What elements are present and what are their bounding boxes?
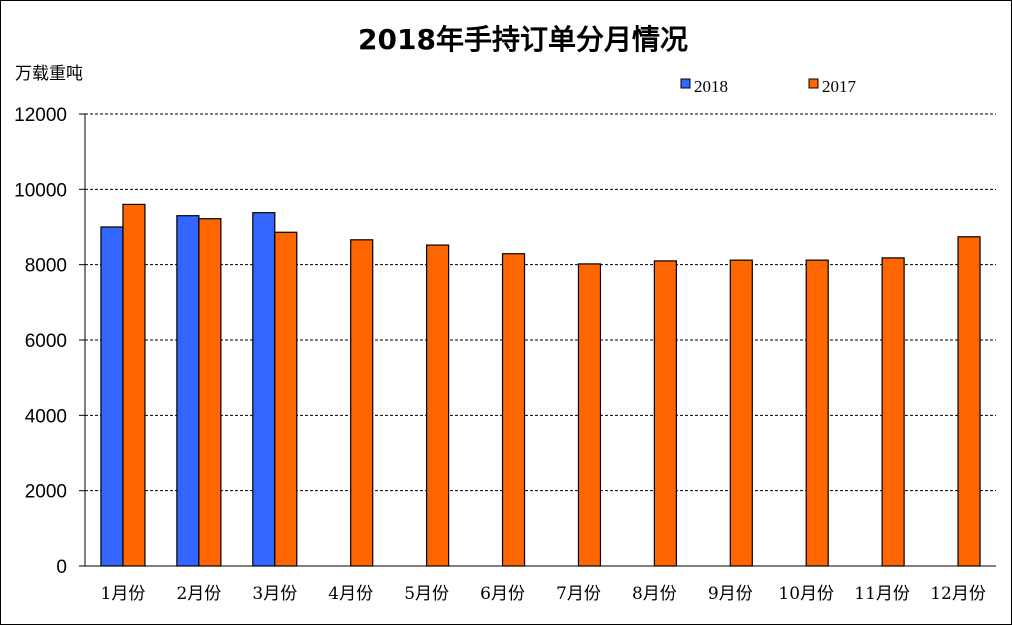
legend-swatch-2018	[680, 78, 691, 89]
axes	[84, 114, 996, 567]
y-axis-ticks: 0 2000 4000 6000 8000 10000 12000	[14, 105, 85, 578]
x-tick-label: 1月份	[101, 584, 146, 604]
gridlines	[85, 113, 996, 492]
legend-label-2017: 2017	[822, 77, 857, 96]
bar-2017-8月份	[653, 260, 677, 567]
legend: 2018 2017	[680, 77, 857, 96]
bar-2017-6月份	[501, 253, 526, 567]
bar-2017-2月份	[198, 218, 222, 567]
legend-label-2018: 2018	[694, 77, 728, 96]
x-tick-label: 6月份	[480, 584, 525, 604]
x-tick-label: 3月份	[252, 584, 297, 604]
bar-2017-7月份	[577, 263, 602, 567]
x-tick-label: 7月份	[556, 584, 601, 604]
x-tick-label: 12月份	[930, 584, 986, 604]
bar-2017-9月份	[729, 259, 753, 567]
bar-2017-3月份	[274, 231, 298, 567]
x-tick-label: 10月份	[778, 584, 834, 604]
x-tick-label: 11月份	[854, 584, 910, 604]
x-tick-label: 4月份	[328, 584, 373, 604]
y-tick-label: 12000	[14, 105, 67, 126]
chart-title: 2018年手持订单分月情况	[358, 23, 688, 56]
bar-2018-1月份	[100, 226, 124, 567]
x-axis-ticks: 1月份 2月份 3月份 4月份 5月份 6月份 7月份 8月份 9月份 10月份 11月份 12月份	[101, 584, 986, 604]
y-tick-label: 0	[56, 557, 67, 578]
legend-swatch-2017	[808, 78, 819, 89]
x-tick-label: 9月份	[708, 584, 753, 604]
bar-2017-11月份	[881, 257, 905, 567]
y-tick-label: 4000	[25, 406, 67, 427]
bar-2017-4月份	[350, 239, 374, 567]
bar-2017-5月份	[426, 244, 450, 567]
x-tick-label: 5月份	[404, 584, 449, 604]
bar-2017-12月份	[957, 236, 981, 567]
bar-2017-10月份	[805, 259, 829, 567]
x-tick-label: 8月份	[632, 584, 677, 604]
y-tick-label: 10000	[14, 180, 67, 201]
y-tick-label: 2000	[25, 482, 67, 503]
bars	[100, 203, 981, 567]
y-tick-label: 6000	[25, 331, 67, 352]
x-tick-label: 2月份	[176, 584, 221, 604]
bar-2018-2月份	[176, 215, 200, 567]
bar-2017-1月份	[122, 203, 146, 567]
y-tick-label: 8000	[25, 256, 67, 277]
bar-2018-3月份	[252, 212, 276, 567]
y-axis-unit-label: 万载重吨	[15, 64, 83, 84]
